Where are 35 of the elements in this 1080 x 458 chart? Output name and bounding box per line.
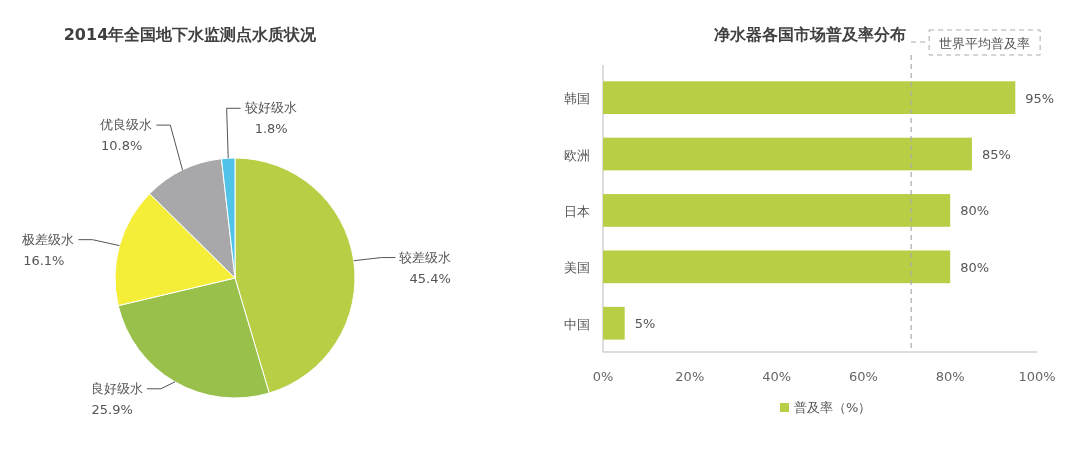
data-label: 25.9%: [91, 401, 133, 417]
slice-label: 较差级水: [399, 249, 452, 265]
bar: [603, 250, 951, 284]
slice-label: 极差级水: [21, 231, 75, 247]
data-label: 45.4%: [409, 270, 451, 286]
y-tick-label: 欧洲: [564, 147, 590, 163]
slice-label: 较好级水: [244, 100, 297, 116]
bar: [603, 81, 1016, 114]
data-label: 10.8%: [100, 138, 143, 154]
chart-title: 净水器各国市场普及率分布: [714, 25, 906, 44]
data-label: 1.8%: [254, 121, 288, 137]
x-tick-label: 20%: [675, 369, 705, 384]
bar: [603, 194, 951, 227]
bar: [603, 137, 972, 171]
x-tick-label: 100%: [1018, 369, 1056, 384]
x-tick-label: 60%: [848, 369, 878, 384]
slice-label: 优良级水: [100, 117, 153, 133]
data-label: 95%: [1025, 90, 1055, 106]
legend-label: 普及率（%）: [794, 400, 872, 415]
data-label: 5%: [634, 316, 656, 332]
data-label: 80%: [960, 259, 990, 275]
x-tick-label: 40%: [762, 369, 792, 384]
data-label: 16.1%: [23, 252, 65, 268]
slice-label: 良好级水: [90, 380, 143, 396]
data-label: 85%: [981, 147, 1011, 163]
data-label: 80%: [960, 203, 990, 219]
x-tick-label: 80%: [935, 369, 965, 384]
y-tick-label: 中国: [564, 316, 590, 332]
y-tick-label: 美国: [564, 260, 590, 276]
y-tick-label: 韩国: [564, 91, 590, 107]
x-tick-label: 0%: [592, 369, 614, 384]
legend-label: 世界平均普及率: [939, 36, 1031, 51]
chart-title: 2014年全国地下水监测点水质状况: [63, 25, 318, 44]
bar: [603, 306, 625, 340]
y-tick-label: 日本: [564, 204, 590, 219]
